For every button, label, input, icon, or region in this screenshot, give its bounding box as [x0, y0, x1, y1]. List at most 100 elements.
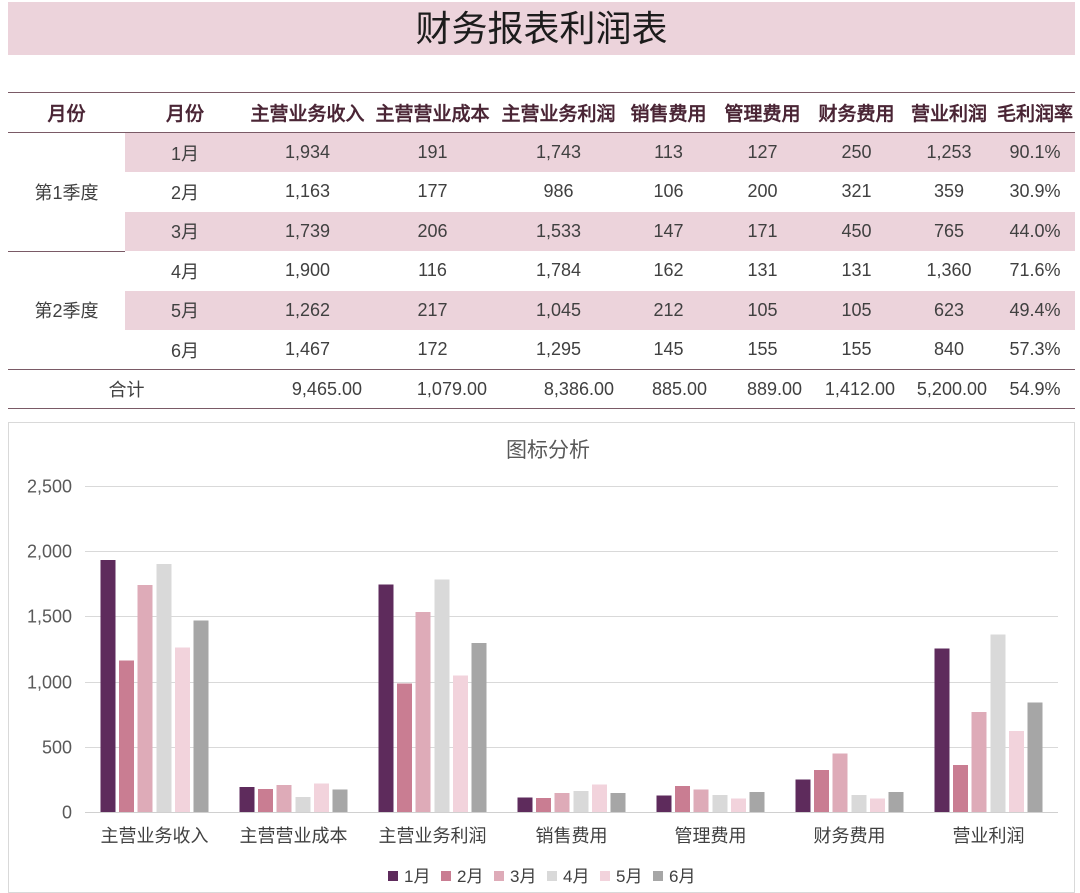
- admin-expense-cell: 105: [715, 290, 810, 330]
- legend-label-5: 5月: [616, 867, 642, 886]
- bar-series-1-category-3: [378, 584, 394, 812]
- header-admin-expense: 管理费用: [715, 92, 810, 133]
- admin-expense-cell: 155: [747, 339, 778, 359]
- cost-cell: 177: [417, 181, 448, 202]
- profit-cell: 1,295: [535, 339, 582, 359]
- gross-margin-cell: 90.1%: [995, 132, 1075, 172]
- total-sales-expense: 885.00: [622, 369, 715, 409]
- gross-margin-cell: 30.9%: [1009, 181, 1061, 202]
- bar-series-5-category-7: [1008, 730, 1024, 812]
- bar-series-4-category-3: [434, 579, 450, 812]
- total-label: 合计: [8, 369, 245, 409]
- finance-expense-cell: 131: [841, 260, 872, 281]
- revenue-cell: 1,163: [284, 181, 331, 202]
- bar-series-6-category-5: [749, 791, 765, 812]
- bar-series-2-category-3: [397, 683, 413, 812]
- chart-title: 图标分析: [506, 439, 590, 462]
- sales-expense-cell: 162: [653, 260, 684, 281]
- category-label: 主营业务收入: [101, 826, 209, 846]
- operating-profit-cell: 1,253: [903, 132, 995, 172]
- legend-swatch-6: [653, 871, 663, 881]
- total-profit: 8,386.00: [495, 369, 622, 409]
- total-cost: 1,079.00: [370, 369, 495, 409]
- y-tick-label: 500: [42, 738, 72, 758]
- bar-series-1-category-2: [239, 787, 255, 812]
- bar-series-3-category-6: [832, 753, 848, 812]
- header-main-revenue: 主营业务收入: [245, 92, 370, 133]
- table-row: 5月 1,262 217 1,045 212 105 105 623 49.4%: [8, 290, 1075, 330]
- cost-cell: 116: [418, 260, 447, 281]
- y-tick-label: 2,000: [27, 542, 72, 562]
- bar-series-4-category-1: [156, 564, 172, 812]
- gross-margin-cell: 71.6%: [1009, 260, 1061, 281]
- category-label: 财务费用: [814, 826, 886, 846]
- header-finance-expense: 财务费用: [810, 92, 903, 133]
- admin-expense-cell: 200: [747, 181, 778, 202]
- category-label: 主营业务利润: [379, 826, 487, 846]
- sales-expense-cell: 147: [622, 211, 715, 251]
- legend-swatch-5: [600, 871, 610, 881]
- bar-series-2-category-2: [258, 788, 274, 812]
- legend-label-3: 3月: [510, 867, 536, 886]
- bar-series-5-category-2: [313, 783, 329, 812]
- operating-profit-cell: 840: [933, 339, 965, 359]
- finance-expense-cell: 105: [810, 290, 903, 330]
- quarter-label: 第2季度: [8, 251, 125, 370]
- bar-series-1-category-5: [656, 795, 672, 812]
- finance-expense-cell: 155: [841, 339, 872, 359]
- profit-cell: 986: [543, 181, 574, 202]
- month-cell: 1月: [125, 132, 245, 172]
- legend-swatch-2: [441, 871, 451, 881]
- sales-expense-cell: 106: [653, 181, 684, 202]
- bar-series-4-category-2: [295, 796, 311, 812]
- category-label: 销售费用: [536, 826, 608, 846]
- bar-series-6-category-6: [888, 791, 904, 812]
- bar-series-5-category-3: [452, 675, 468, 812]
- revenue-cell: 1,900: [284, 260, 331, 281]
- operating-profit-cell: 623: [903, 290, 995, 330]
- header-operating-profit: 营业利润: [903, 92, 995, 133]
- month-cell: 3月: [125, 211, 245, 251]
- bar-series-6-category-7: [1027, 702, 1043, 812]
- total-admin-expense: 889.00: [715, 369, 810, 409]
- month-cell: 4月: [170, 261, 199, 282]
- bar-series-5-category-5: [730, 798, 746, 812]
- sales-expense-cell: 113: [622, 132, 715, 172]
- header-quarter-col: 月份: [8, 92, 125, 133]
- header-main-profit: 主营业务利润: [495, 92, 622, 133]
- y-tick-label: 2,500: [27, 477, 72, 497]
- bar-series-3-category-5: [693, 789, 709, 812]
- finance-expense-cell: 250: [810, 132, 903, 172]
- bar-series-6-category-1: [193, 620, 209, 812]
- sales-expense-cell: 145: [653, 339, 684, 359]
- category-label: 管理费用: [675, 826, 747, 846]
- admin-expense-cell: 127: [715, 132, 810, 172]
- bar-series-2-category-6: [814, 770, 830, 812]
- header-gross-margin: 毛利润率: [995, 92, 1075, 133]
- revenue-cell: 1,739: [245, 211, 370, 251]
- profit-cell: 1,533: [495, 211, 622, 251]
- cost-cell: 217: [370, 290, 495, 330]
- revenue-cell: 1,467: [284, 339, 331, 359]
- operating-profit-cell: 765: [903, 211, 995, 251]
- y-tick-label: 0: [62, 803, 72, 823]
- bar-series-5-category-1: [174, 647, 190, 812]
- y-tick-label: 1,500: [27, 607, 72, 627]
- gross-margin-cell: 57.3%: [1009, 339, 1061, 359]
- cost-cell: 206: [370, 211, 495, 251]
- bar-series-4-category-6: [851, 794, 867, 812]
- bar-series-5-category-6: [869, 798, 885, 812]
- table-header-row: 月份 月份 主营业务收入 主营营业成本 主营业务利润 销售费用 管理费用 财务费…: [8, 92, 1075, 133]
- table-row: 2月 1,163 177 986 106 200 321 359 30.9%: [8, 172, 1075, 212]
- legend-swatch-3: [494, 871, 504, 881]
- bar-series-4-category-4: [573, 790, 589, 812]
- bar-series-2-category-4: [536, 798, 552, 812]
- profit-cell: 1,743: [495, 132, 622, 172]
- y-tick-label: 1,000: [27, 673, 72, 693]
- table-row: 6月 1,467 172 1,295 145 155 155 840 57.3%: [8, 330, 1075, 370]
- month-cell: 2月: [170, 182, 199, 203]
- table-row: 第1季度 1月 1,934 191 1,743 113 127 250 1,25…: [8, 132, 1075, 252]
- profit-table: 月份 月份 主营业务收入 主营营业成本 主营业务利润 销售费用 管理费用 财务费…: [8, 92, 1075, 409]
- admin-expense-cell: 131: [747, 260, 778, 281]
- header-sales-expense: 销售费用: [622, 92, 715, 133]
